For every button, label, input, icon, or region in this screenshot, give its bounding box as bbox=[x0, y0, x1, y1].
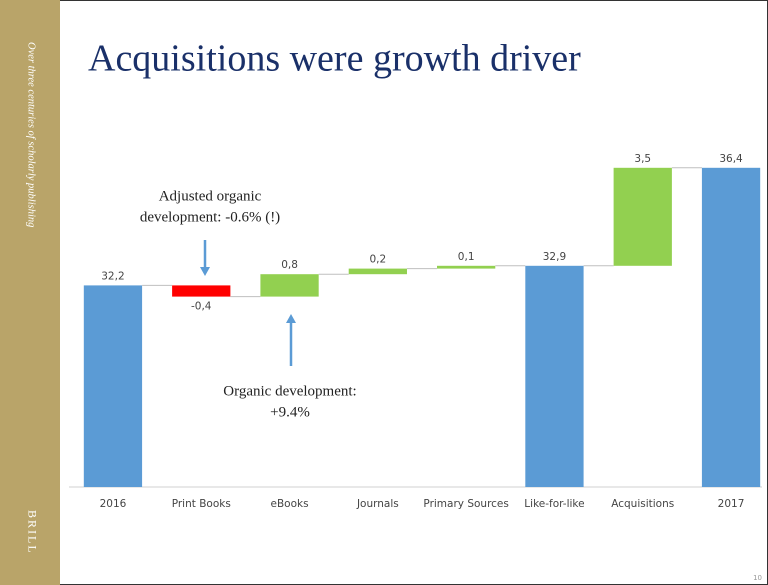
chart-title: Acquisitions were growth driver bbox=[88, 38, 581, 80]
bar bbox=[172, 285, 231, 297]
value-label: 0,1 bbox=[458, 251, 475, 263]
annotation: Adjusted organic bbox=[159, 188, 262, 204]
x-tick-label: Journals bbox=[356, 498, 399, 510]
bar bbox=[83, 285, 143, 487]
value-label: -0,4 bbox=[191, 301, 212, 313]
sidebar-brand: BRILL bbox=[25, 510, 39, 555]
x-tick-label: 2017 bbox=[718, 498, 745, 510]
bar bbox=[437, 265, 496, 269]
sidebar-tagline: Over three centuries of scholarly publis… bbox=[26, 42, 37, 227]
value-label: 32,9 bbox=[543, 251, 566, 263]
annotation: Organic development: bbox=[223, 383, 356, 399]
x-tick-label: Primary Sources bbox=[423, 498, 508, 510]
arrow-head bbox=[286, 314, 296, 323]
bar bbox=[525, 265, 584, 487]
annotation: +9.4% bbox=[270, 404, 310, 420]
x-tick-label: Print Books bbox=[172, 498, 231, 510]
value-label: 0,2 bbox=[369, 254, 386, 266]
bar bbox=[613, 167, 672, 266]
sidebar bbox=[0, 0, 60, 585]
slide-number: 10 bbox=[753, 574, 762, 582]
value-label: 0,8 bbox=[281, 259, 298, 271]
value-label: 36,4 bbox=[719, 153, 743, 165]
value-label: 32,2 bbox=[101, 270, 124, 282]
bar bbox=[701, 167, 761, 488]
arrow-head bbox=[200, 267, 210, 276]
annotation: development: -0.6% (!) bbox=[140, 209, 280, 225]
x-tick-label: eBooks bbox=[271, 498, 309, 510]
x-tick-label: 2016 bbox=[100, 498, 127, 510]
bar bbox=[348, 268, 407, 275]
x-tick-label: Acquisitions bbox=[611, 498, 674, 510]
value-label: 3,5 bbox=[634, 153, 651, 165]
x-tick-label: Like-for-like bbox=[524, 498, 584, 510]
bar bbox=[260, 274, 319, 297]
